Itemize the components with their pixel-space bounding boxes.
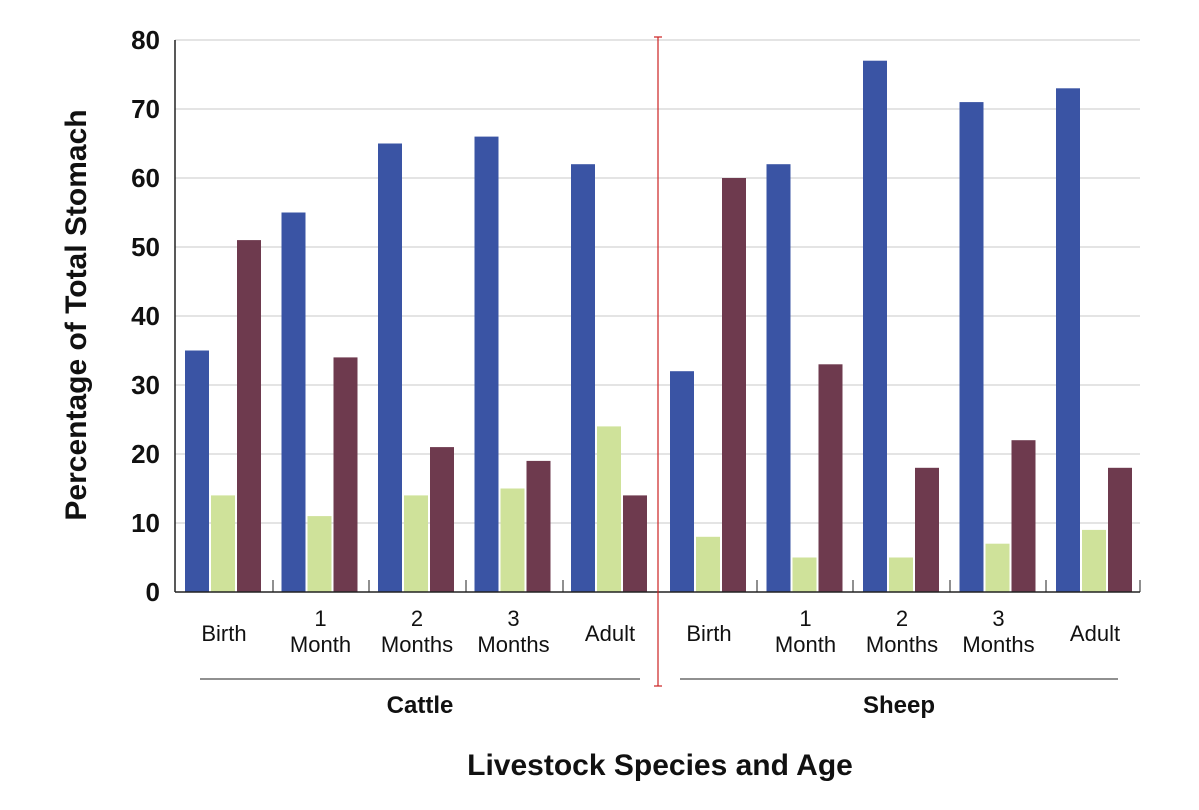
y-tick-label: 0 bbox=[146, 577, 160, 607]
y-tick-label: 30 bbox=[131, 370, 160, 400]
bar-cattle-3-s2 bbox=[404, 495, 428, 592]
bar-cattle-4-s3 bbox=[526, 460, 551, 592]
bar-sheep-4-s1 bbox=[959, 102, 984, 592]
group-label-cattle: Cattle bbox=[387, 692, 454, 719]
y-tick-label: 50 bbox=[131, 232, 160, 262]
y-tick-label: 60 bbox=[131, 163, 160, 193]
bar-sheep-1-s1 bbox=[670, 371, 694, 592]
y-tick-label: 40 bbox=[131, 301, 160, 331]
y-tick-label: 20 bbox=[131, 439, 160, 469]
category-label: Adult bbox=[585, 621, 635, 646]
y-tick-label: 70 bbox=[131, 94, 160, 124]
bars bbox=[185, 60, 1132, 593]
bar-cattle-1-s3 bbox=[237, 240, 261, 592]
bar-cattle-3-s1 bbox=[378, 143, 402, 592]
category-label: Month bbox=[775, 632, 836, 657]
bar-sheep-5-s1 bbox=[1056, 88, 1080, 593]
bar-sheep-3-s3 bbox=[915, 467, 939, 592]
axes bbox=[174, 36, 1141, 687]
category-label: Months bbox=[866, 632, 938, 657]
bar-cattle-3-s3 bbox=[430, 447, 454, 592]
category-label: Month bbox=[290, 632, 351, 657]
category-label: 1 bbox=[314, 606, 326, 631]
category-label: Months bbox=[381, 632, 453, 657]
category-label: Adult bbox=[1070, 621, 1120, 646]
bar-cattle-5-s2 bbox=[597, 426, 621, 592]
bar-sheep-5-s2 bbox=[1082, 529, 1106, 592]
bar-sheep-2-s2 bbox=[792, 557, 817, 592]
category-label: 3 bbox=[507, 606, 519, 631]
category-label: 2 bbox=[411, 606, 423, 631]
category-label: Birth bbox=[201, 621, 246, 646]
bar-cattle-1-s2 bbox=[211, 495, 235, 592]
bar-cattle-1-s1 bbox=[185, 350, 209, 592]
bar-cattle-4-s1 bbox=[474, 136, 499, 592]
y-tick-label: 10 bbox=[131, 508, 160, 538]
bar-sheep-1-s2 bbox=[696, 536, 720, 592]
bar-sheep-2-s3 bbox=[818, 364, 843, 592]
bar-cattle-5-s1 bbox=[571, 164, 595, 592]
bar-cattle-2-s3 bbox=[333, 357, 358, 592]
bar-sheep-3-s2 bbox=[889, 557, 913, 592]
category-label: Months bbox=[962, 632, 1034, 657]
bar-sheep-4-s3 bbox=[1011, 440, 1036, 592]
category-label: 1 bbox=[799, 606, 811, 631]
x-axis-title: Livestock Species and Age bbox=[467, 749, 853, 782]
category-label: 2 bbox=[896, 606, 908, 631]
labels: 01020304050607080Birth1Month2Months3Mont… bbox=[131, 25, 1120, 719]
y-axis-title: Percentage of Total Stomach bbox=[60, 109, 93, 520]
bar-cattle-5-s3 bbox=[623, 495, 647, 592]
category-label: Birth bbox=[686, 621, 731, 646]
bar-cattle-2-s1 bbox=[281, 212, 306, 592]
category-label: 3 bbox=[992, 606, 1004, 631]
bar-sheep-3-s1 bbox=[863, 60, 887, 592]
bar-sheep-2-s1 bbox=[766, 164, 791, 592]
bar-sheep-4-s2 bbox=[985, 543, 1010, 592]
bar-sheep-1-s3 bbox=[722, 178, 746, 592]
y-tick-label: 80 bbox=[131, 25, 160, 55]
category-label: Months bbox=[477, 632, 549, 657]
bar-cattle-2-s2 bbox=[307, 516, 332, 592]
group-label-sheep: Sheep bbox=[863, 692, 935, 719]
bar-cattle-4-s2 bbox=[500, 488, 525, 592]
bar-sheep-5-s3 bbox=[1108, 467, 1132, 592]
